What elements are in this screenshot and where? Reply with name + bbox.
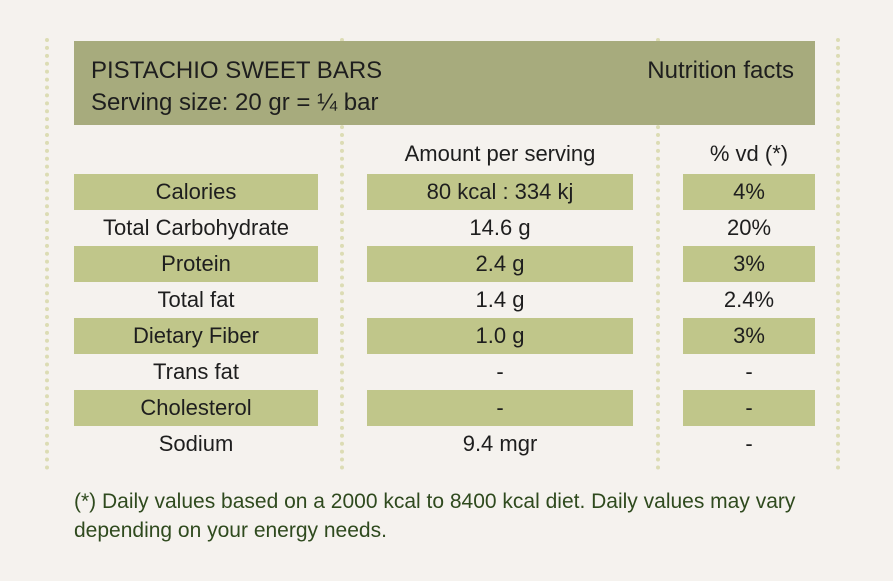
table-row: Trans fat - - xyxy=(0,354,893,390)
table-row: Sodium 9.4 mgr - xyxy=(0,426,893,462)
nutrient-vd: - xyxy=(745,431,753,456)
table-row: Total Carbohydrate 14.6 g 20% xyxy=(0,210,893,246)
nutrient-vd: 2.4% xyxy=(723,287,775,312)
nutrient-vd: 3% xyxy=(683,246,815,282)
footnote: (*) Daily values based on a 2000 kcal to… xyxy=(74,490,796,542)
nutrient-name: Trans fat xyxy=(153,359,239,384)
serving-size: Serving size: 20 gr = ¼ bar xyxy=(91,89,379,116)
nutrient-name: Cholesterol xyxy=(74,390,318,426)
nutrient-amount: 1.0 g xyxy=(367,318,633,354)
dotted-divider-mid2 xyxy=(656,38,660,470)
product-title: PISTACHIO SWEET BARS xyxy=(91,57,383,84)
nutrient-name: Dietary Fiber xyxy=(74,318,318,354)
column-header-amount: Amount per serving xyxy=(404,141,596,166)
table-row: Cholesterol - - xyxy=(0,390,893,426)
dotted-divider-left xyxy=(45,38,49,470)
nutrient-vd: - xyxy=(745,359,753,384)
nutrient-vd: 4% xyxy=(683,174,815,210)
label-header: PISTACHIO SWEET BARS Serving size: 20 gr… xyxy=(74,41,815,125)
table-row: Protein 2.4 g 3% xyxy=(0,246,893,282)
nutrient-amount: 80 kcal : 334 kj xyxy=(367,174,633,210)
dotted-divider-mid1 xyxy=(340,38,344,470)
nutrient-amount: 1.4 g xyxy=(475,287,525,312)
nutrient-amount: - xyxy=(367,390,633,426)
table-row: Total fat 1.4 g 2.4% xyxy=(0,282,893,318)
nutrition-facts-label: Nutrition facts xyxy=(647,57,794,84)
nutrient-amount: 14.6 g xyxy=(469,215,531,240)
nutrient-amount: 2.4 g xyxy=(367,246,633,282)
nutrient-name: Sodium xyxy=(158,431,234,456)
table-row: Dietary Fiber 1.0 g 3% xyxy=(0,318,893,354)
nutrient-name: Total Carbohydrate xyxy=(103,215,289,240)
nutrient-vd: 20% xyxy=(726,215,772,240)
nutrient-vd: 3% xyxy=(683,318,815,354)
nutrient-name: Protein xyxy=(74,246,318,282)
nutrient-vd: - xyxy=(683,390,815,426)
nutrient-name: Calories xyxy=(74,174,318,210)
nutrient-amount: 9.4 mgr xyxy=(462,431,538,456)
table-row: Calories 80 kcal : 334 kj 4% xyxy=(0,174,893,210)
column-header-vd: % vd (*) xyxy=(709,141,789,166)
nutrient-name: Total fat xyxy=(157,287,235,312)
dotted-divider-right xyxy=(836,38,840,470)
nutrient-amount: - xyxy=(496,359,504,384)
